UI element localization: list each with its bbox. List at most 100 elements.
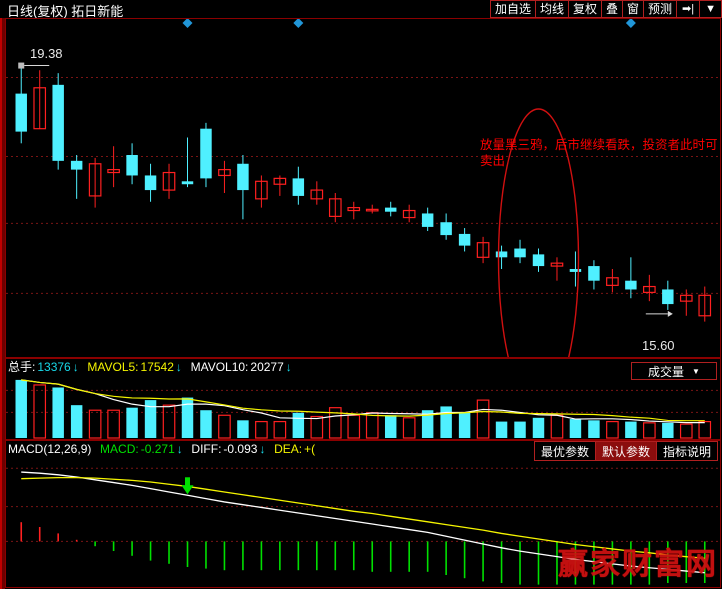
candlestick bbox=[218, 160, 231, 193]
volume-indicator-selector[interactable]: 成交量 ▼ bbox=[631, 362, 717, 380]
volume-bar bbox=[569, 419, 582, 438]
left-edge-accent bbox=[0, 0, 2, 589]
volume-bar bbox=[643, 422, 656, 439]
candlestick-canvas bbox=[6, 19, 720, 357]
moving-average-button[interactable]: 均线 bbox=[534, 0, 568, 18]
forward-arrow-icon[interactable]: ➡| bbox=[676, 0, 700, 18]
candlestick bbox=[52, 73, 64, 170]
candlestick bbox=[347, 201, 361, 220]
overlay-button[interactable]: 叠 bbox=[600, 0, 622, 18]
volume-bar bbox=[33, 384, 47, 439]
volume-bar bbox=[365, 412, 379, 439]
total-volume-arrow-icon: ↓ bbox=[72, 360, 79, 374]
candlestick bbox=[662, 280, 674, 310]
volume-info-row: 总手: 13376 ↓ MAVOL5: 17542 ↓ MAVOL10: 20277 ↓ bbox=[8, 360, 294, 374]
dea-line bbox=[21, 476, 705, 559]
high-price-label: 19.38 bbox=[30, 46, 63, 61]
volume-bar bbox=[679, 423, 693, 439]
mavol10-value: 20277 bbox=[250, 360, 284, 374]
candlestick bbox=[33, 70, 47, 130]
volume-bar bbox=[70, 405, 83, 438]
volume-bar bbox=[440, 406, 452, 438]
indicator-help-button[interactable]: 指标说明 bbox=[655, 441, 718, 461]
candlestick bbox=[458, 228, 471, 252]
volume-bar bbox=[273, 420, 287, 439]
left-edge-strip bbox=[0, 0, 5, 589]
volume-bar bbox=[144, 400, 157, 438]
macd-arrow-icon: ↓ bbox=[176, 442, 183, 456]
signal-diamond-marker bbox=[182, 19, 193, 28]
mavol5-value: 17542 bbox=[140, 360, 174, 374]
volume-bar bbox=[588, 420, 600, 438]
candlestick bbox=[495, 245, 508, 269]
toolbar-chevron-down-icon[interactable]: ▼ bbox=[699, 0, 722, 18]
candlestick bbox=[384, 201, 397, 217]
mavol5-label: MAVOL5: bbox=[87, 360, 139, 374]
price-chart-pane[interactable]: 19.38 15.60 放量黑三鸦，后市继续看跌，投资者此时可卖出 bbox=[5, 18, 721, 358]
mavol10-label: MAVOL10: bbox=[190, 360, 249, 374]
volume-bar bbox=[514, 421, 526, 438]
candlestick bbox=[550, 257, 564, 281]
chevron-down-icon: ▼ bbox=[692, 366, 700, 376]
candlestick bbox=[365, 204, 379, 214]
volume-bar bbox=[476, 399, 490, 439]
macd-canvas bbox=[6, 467, 720, 585]
volume-bar bbox=[88, 409, 102, 439]
candlestick bbox=[255, 175, 268, 208]
candlestick bbox=[698, 286, 712, 322]
total-volume-label: 总手: bbox=[8, 360, 36, 374]
default-params-button[interactable]: 默认参数 bbox=[594, 441, 656, 461]
macd-info-row: MACD(12,26,9) MACD: -0.271 ↓ DIFF: -0.093 ↓ … bbox=[8, 442, 317, 456]
diff-value: -0.093 bbox=[223, 442, 258, 456]
last-price-label: 15.60 bbox=[642, 338, 675, 353]
adjusted-price-button[interactable]: 复权 bbox=[567, 0, 601, 18]
candlestick bbox=[643, 274, 656, 302]
candlestick bbox=[126, 143, 138, 185]
top-toolbar: 加自选 均线 复权叠窗预测 ➡| ▼ bbox=[489, 0, 722, 18]
forecast-button[interactable]: 预测 bbox=[643, 0, 677, 18]
volume-bar bbox=[200, 410, 212, 438]
candlestick bbox=[588, 260, 600, 290]
title-bar: 日线(复权) 拓日新能 加自选 均线 复权叠窗预测 ➡| ▼ bbox=[0, 0, 722, 19]
signal-diamond-marker bbox=[293, 19, 304, 28]
candlestick bbox=[440, 213, 452, 240]
signal-diamond-marker bbox=[625, 19, 636, 28]
candlestick bbox=[181, 137, 194, 188]
mavol10-line bbox=[21, 379, 705, 422]
candlestick bbox=[200, 122, 212, 188]
volume-bar bbox=[550, 414, 564, 439]
volume-bar bbox=[458, 412, 471, 438]
mavol10-arrow-icon: ↓ bbox=[285, 360, 292, 374]
candlestick bbox=[292, 166, 305, 205]
diff-line bbox=[21, 471, 705, 574]
volume-bar bbox=[421, 410, 434, 438]
dea-label: DEA: bbox=[274, 442, 303, 456]
volume-bar bbox=[126, 407, 138, 438]
candlestick bbox=[625, 257, 637, 299]
candlestick bbox=[532, 248, 545, 272]
candlestick bbox=[476, 236, 490, 264]
macd-label: MACD: bbox=[100, 442, 139, 456]
volume-bar bbox=[218, 414, 231, 439]
add-to-watchlist-button[interactable]: 加自选 bbox=[489, 0, 535, 18]
candlestick bbox=[421, 207, 434, 231]
macd-chart-pane[interactable]: MACD(12,26,9) MACD: -0.271 ↓ DIFF: -0.093 ↓ … bbox=[5, 440, 721, 588]
volume-bar bbox=[310, 415, 324, 439]
dea-value: +( bbox=[304, 442, 316, 456]
candlestick bbox=[144, 163, 157, 202]
diff-arrow-icon: ↓ bbox=[259, 442, 266, 456]
mavol5-line bbox=[21, 379, 705, 424]
volume-bar bbox=[292, 412, 305, 438]
volume-bar bbox=[347, 414, 361, 439]
diff-label: DIFF: bbox=[191, 442, 222, 456]
candlestick bbox=[237, 155, 249, 220]
optimal-params-button[interactable]: 最优参数 bbox=[533, 441, 595, 461]
volume-bar bbox=[384, 415, 397, 438]
macd-cross-down-arrow-icon bbox=[181, 477, 194, 495]
volume-chart-pane[interactable]: 总手: 13376 ↓ MAVOL5: 17542 ↓ MAVOL10: 20277 ↓ 成… bbox=[5, 358, 721, 440]
volume-bar bbox=[162, 404, 176, 439]
candlestick bbox=[606, 269, 619, 293]
window-button[interactable]: 窗 bbox=[622, 0, 644, 18]
macd-param-buttons: 最优参数 默认参数 指标说明 bbox=[533, 441, 718, 461]
